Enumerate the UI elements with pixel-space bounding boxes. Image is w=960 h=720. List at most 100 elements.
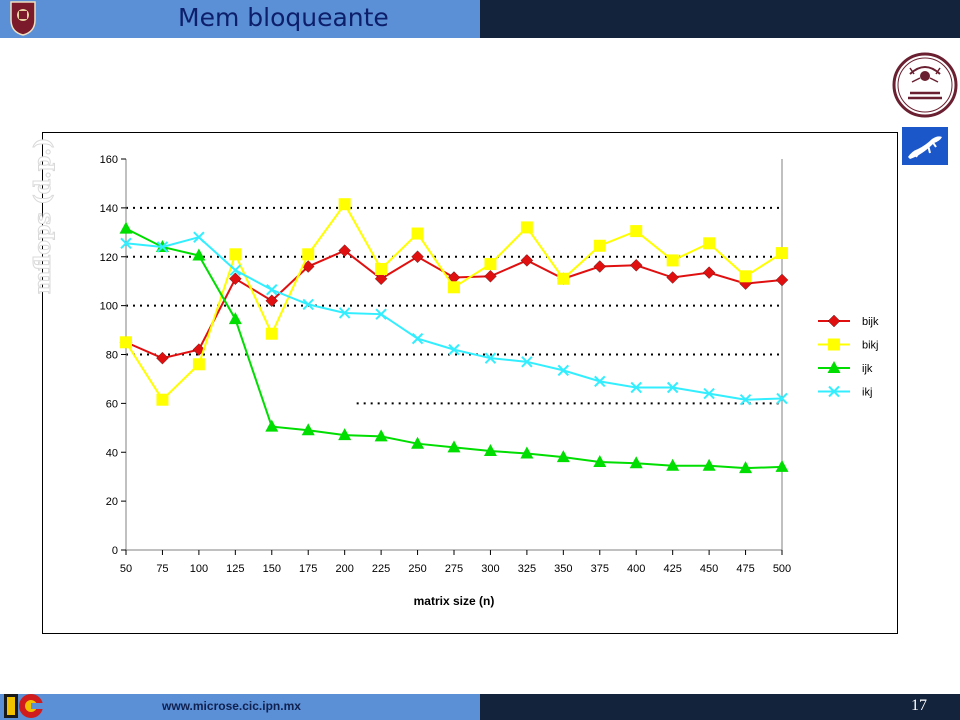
data-point-bijk — [630, 259, 643, 272]
legend-marker-bijk — [827, 314, 841, 328]
x-tick-label: 125 — [226, 563, 244, 575]
data-point-ikj — [594, 375, 606, 388]
x-tick-label: 500 — [773, 563, 791, 575]
legend-label-ijk: ijk — [862, 363, 873, 375]
data-point-ikj — [411, 332, 424, 345]
y-tick-label: 80 — [106, 350, 118, 362]
y-axis-label: mflops (d.p.) — [30, 137, 57, 294]
legend-box — [814, 310, 890, 406]
data-point-ijk — [702, 458, 716, 471]
x-axis-label: matrix size (n) — [414, 594, 495, 608]
footer-bar — [0, 694, 960, 720]
footer-url: www.microse.cic.ipn.mx — [162, 699, 301, 713]
data-point-bikj — [265, 327, 278, 340]
data-point-bijk — [666, 271, 679, 284]
data-point-ijk — [739, 461, 753, 474]
data-point-ijk — [520, 446, 534, 459]
x-tick-label: 225 — [372, 563, 390, 575]
x-tick-label: 50 — [120, 563, 132, 575]
data-point-bikj — [739, 270, 752, 283]
y-tick-label: 20 — [106, 496, 118, 508]
data-point-ikj — [338, 307, 351, 319]
data-point-bikj — [776, 247, 788, 260]
header-bar-left — [0, 0, 480, 38]
x-tick-label: 325 — [518, 563, 536, 575]
legend-marker-bikj — [828, 338, 840, 351]
data-point-bijk — [338, 244, 351, 257]
data-point-ikj — [484, 352, 497, 364]
y-tick-label: 120 — [100, 252, 118, 264]
x-tick-label: 100 — [190, 563, 208, 575]
data-point-ikj — [666, 381, 679, 394]
red-de-computacion-logo — [892, 52, 958, 118]
legend-label-bijk: bijk — [862, 316, 879, 328]
y-tick-label: 160 — [100, 154, 118, 166]
data-point-ijk — [301, 423, 315, 436]
data-point-bikj — [484, 258, 497, 271]
data-point-bikj — [411, 227, 424, 240]
data-point-ijk — [265, 419, 279, 432]
lizard-logo — [902, 127, 948, 165]
legend-marker-ijk — [827, 361, 841, 373]
page-title: Mem bloqueante — [178, 3, 389, 32]
data-point-bijk — [520, 254, 534, 267]
header-bar-right — [480, 0, 960, 38]
series-line-ikj — [125, 236, 783, 401]
data-point-ikj — [739, 394, 752, 406]
y-tick-label: 60 — [106, 398, 118, 410]
data-point-ikj — [776, 392, 788, 405]
data-point-ijk — [593, 455, 607, 468]
x-tick-label: 300 — [481, 563, 499, 575]
data-point-ijk — [666, 458, 680, 471]
data-point-ikj — [448, 343, 460, 356]
data-point-ijk — [483, 444, 497, 457]
data-point-bikj — [666, 254, 679, 267]
data-point-ijk — [228, 312, 242, 325]
data-point-ikj — [375, 308, 387, 320]
x-tick-label: 275 — [445, 563, 463, 575]
data-point-bikj — [448, 281, 460, 294]
x-tick-label: 200 — [335, 563, 353, 575]
data-point-bikj — [120, 336, 132, 349]
data-point-bikj — [156, 393, 169, 406]
x-tick-label: 475 — [736, 563, 754, 575]
data-point-ikj — [156, 241, 169, 253]
cic-logo — [4, 694, 45, 718]
x-tick-label: 250 — [408, 563, 426, 575]
ipn-shield-logo — [10, 1, 36, 36]
data-point-bikj — [192, 358, 205, 371]
data-point-bikj — [593, 239, 606, 252]
page-number: 17 — [911, 697, 927, 714]
data-point-ijk — [447, 440, 461, 453]
data-point-bijk — [484, 270, 497, 283]
data-point-ikj — [229, 264, 242, 276]
data-point-ijk — [629, 456, 643, 469]
legend-marker-ikj — [828, 385, 840, 398]
data-point-bijk — [156, 351, 169, 365]
y-tick-label: 140 — [100, 203, 118, 215]
data-point-ijk — [119, 221, 133, 234]
data-point-bikj — [375, 262, 388, 275]
data-point-ijk — [192, 248, 206, 261]
footer-bar-left — [0, 694, 480, 720]
data-point-ikj — [120, 237, 132, 250]
data-point-bikj — [703, 237, 716, 250]
data-point-ijk — [775, 459, 789, 472]
footer-bar-right — [480, 694, 960, 720]
data-point-ijk — [338, 428, 352, 441]
x-tick-label: 350 — [554, 563, 572, 575]
data-point-ikj — [703, 387, 715, 400]
data-point-bikj — [302, 248, 315, 261]
x-tick-label: 375 — [591, 563, 609, 575]
data-point-ikj — [630, 381, 642, 394]
y-tick-label: 0 — [112, 545, 118, 557]
data-point-bijk — [265, 294, 278, 307]
data-point-bijk — [702, 266, 716, 279]
data-point-bikj — [557, 272, 570, 285]
header-bar — [0, 0, 960, 38]
data-point-bikj — [229, 248, 242, 261]
data-point-ijk — [374, 429, 388, 442]
data-point-bikj — [630, 225, 643, 238]
legend-label-bikj: bikj — [862, 340, 879, 352]
y-tick-label: 40 — [106, 447, 118, 459]
